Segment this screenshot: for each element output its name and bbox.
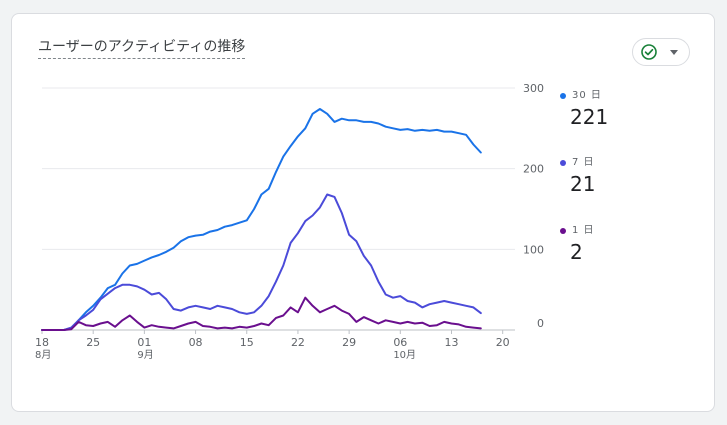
card-title[interactable]: ユーザーのアクティビティの推移: [38, 39, 246, 59]
legend-dot-icon: [560, 228, 566, 234]
legend-dot-icon: [560, 93, 566, 99]
legend-dot-icon: [560, 160, 566, 166]
check-circle-icon: [641, 44, 657, 60]
x-tick-label: 18: [35, 336, 49, 349]
series-line-2: [41, 296, 482, 331]
legend-label: 7 日: [560, 157, 595, 169]
y-tick-label: 300: [523, 82, 544, 95]
x-tick-month-label: 8月: [35, 349, 51, 361]
legend-label: 30 日: [560, 90, 608, 102]
series-line-0: [41, 108, 482, 331]
y-tick-label: 100: [523, 243, 544, 256]
x-tick-label: 08: [189, 336, 203, 349]
x-tick-label: 01: [137, 336, 151, 349]
x-tick-label: 25: [86, 336, 100, 349]
x-tick-label: 29: [342, 336, 356, 349]
x-tick-label: 20: [496, 336, 510, 349]
x-tick-month-label: 10月: [393, 349, 416, 361]
series-line-1: [41, 193, 482, 331]
x-tick-label: 06: [393, 336, 407, 349]
y-tick-label: 200: [523, 163, 544, 176]
legend-item-30d: 30 日 221: [560, 90, 608, 130]
legend-label: 1 日: [560, 225, 595, 237]
legend-item-7d: 7 日 21: [560, 157, 595, 197]
x-tick-label: 15: [240, 336, 254, 349]
user-activity-card: ユーザーのアクティビティの推移: [11, 13, 715, 412]
x-tick-month-label: 9月: [137, 349, 153, 361]
x-tick-label: 22: [291, 336, 305, 349]
legend-value: 221: [570, 105, 609, 129]
caret-down-icon: [670, 50, 678, 55]
legend-value: 2: [570, 240, 583, 264]
x-tick-label: 13: [445, 336, 459, 349]
legend-item-1d: 1 日 2: [560, 225, 595, 265]
status-dropdown-button[interactable]: [632, 38, 690, 66]
legend-value: 21: [570, 172, 596, 196]
y-tick-label: 0: [537, 317, 544, 330]
